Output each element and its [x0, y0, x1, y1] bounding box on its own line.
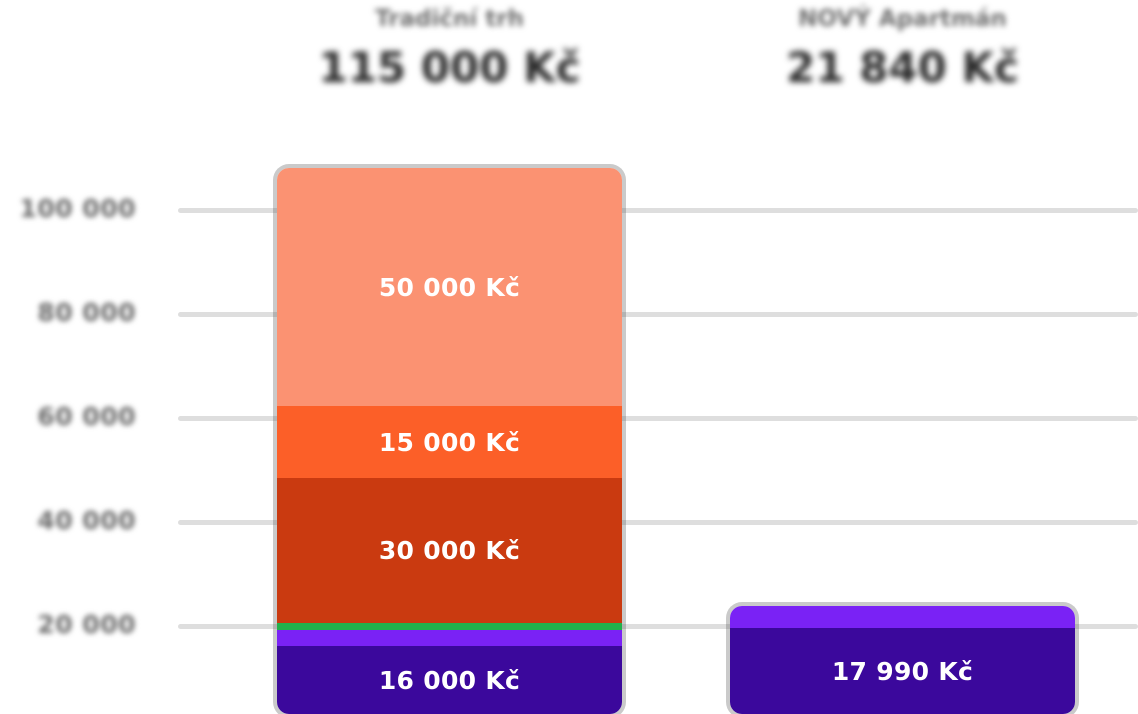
bar-segment-traditional-6[interactable]: 16 000 Kč — [277, 646, 622, 714]
bar-segment-traditional-4[interactable] — [277, 623, 622, 630]
bar-segment-label: 15 000 Kč — [378, 427, 521, 457]
column-header-new-label: NOVÝ Apartmán — [798, 6, 1007, 32]
bar-segment-traditional-5[interactable] — [277, 630, 622, 646]
column-header-traditional-label: Tradiční trh — [375, 6, 524, 32]
gridline-60000 — [178, 416, 1138, 421]
bar-segment-traditional-3[interactable]: 30 000 Kč — [277, 478, 622, 623]
y-axis-label-60000: 60 000 — [37, 402, 136, 431]
bar-segment-label: 16 000 Kč — [378, 665, 521, 695]
bar-traditional[interactable]: 50 000 Kč 15 000 Kč 30 000 Kč 16 000 Kč — [277, 168, 622, 714]
y-axis-label-40000: 40 000 — [37, 506, 136, 535]
bar-segment-new-1[interactable] — [730, 606, 1075, 628]
y-axis-label-100000: 100 000 — [19, 194, 136, 223]
column-header-traditional-total: 115 000 Kč — [318, 43, 581, 92]
bar-segment-label: 30 000 Kč — [378, 536, 521, 565]
bar-segment-new-2[interactable]: 17 990 Kč — [730, 628, 1075, 714]
gridline-20000 — [178, 624, 1138, 629]
bar-segment-label: 17 990 Kč — [831, 656, 974, 686]
gridline-80000 — [178, 312, 1138, 317]
column-header-new-total: 21 840 Kč — [786, 43, 1019, 92]
bar-segment-traditional-1[interactable]: 50 000 Kč — [277, 168, 622, 406]
y-axis-label-20000: 20 000 — [37, 610, 136, 639]
bar-segment-traditional-2[interactable]: 15 000 Kč — [277, 406, 622, 478]
gridline-100000 — [178, 208, 1138, 213]
bar-new-apartment[interactable]: 17 990 Kč — [730, 606, 1075, 714]
bar-segment-label: 50 000 Kč — [378, 272, 521, 302]
y-axis-label-80000: 80 000 — [37, 298, 136, 327]
gridline-40000 — [178, 520, 1138, 525]
column-header-new: NOVÝ Apartmán 21 840 Kč — [730, 4, 1075, 96]
column-header-traditional: Tradiční trh 115 000 Kč — [277, 4, 622, 96]
